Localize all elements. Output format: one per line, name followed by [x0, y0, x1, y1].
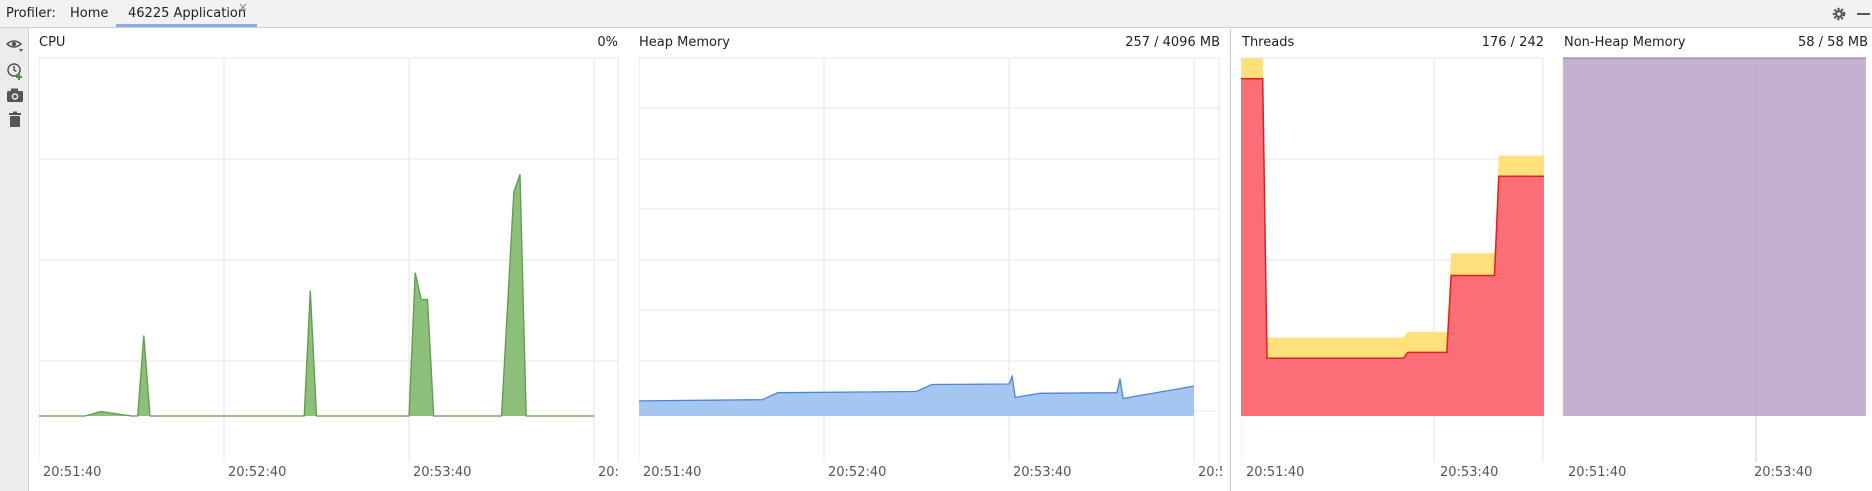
clock-add-icon[interactable] [5, 61, 25, 81]
threads-time-tick: 20:51:40 [1246, 465, 1305, 480]
minimize-icon[interactable] [1857, 13, 1870, 15]
cpu-time-tick: 20:52:40 [228, 465, 287, 480]
tab-application-label: 46225 Application [128, 6, 247, 21]
cpu-time-tick: 20:51:40 [43, 465, 102, 480]
nonheap-grid [1563, 57, 1866, 462]
active-tab-indicator [116, 24, 257, 27]
threads-chart [1241, 57, 1544, 462]
nonheap-usage-value: 58 / 58 MB [1798, 35, 1868, 50]
threads-live-area [1241, 78, 1544, 416]
cpu-usage-line [39, 174, 594, 417]
threads-live-line [1241, 77, 1544, 360]
threads-time-tick: 20:53:40 [1440, 465, 1499, 480]
close-tab-icon[interactable]: × [238, 0, 249, 14]
heap-usage-line [639, 373, 1195, 402]
nonheap-usage-area [1563, 58, 1866, 416]
tab-home[interactable]: Home [70, 6, 109, 21]
cpu-usage-value: 0% [597, 35, 618, 50]
heap-usage-area [639, 376, 1194, 416]
heap-time-tick: 20:52:40 [828, 465, 887, 480]
heap-usage-value: 257 / 4096 MB [1125, 35, 1220, 50]
nonheap-time-tick: 20:53:40 [1754, 465, 1813, 480]
heap-time-tick: 20:53:40 [1013, 465, 1072, 480]
cpu-chart [39, 57, 619, 462]
cpu-usage-area [39, 174, 594, 416]
trash-icon[interactable] [5, 109, 25, 129]
nonheap-panel-title: Non-Heap Memory [1564, 35, 1686, 50]
heap-time-tick: 20:54 [1198, 465, 1222, 480]
profiler-tab-bar: Profiler: Home 46225 Application × [0, 0, 1872, 28]
camera-icon[interactable] [5, 85, 25, 105]
tab-application[interactable]: 46225 Application [116, 0, 257, 28]
cpu-panel-title: CPU [39, 35, 66, 50]
eye-icon[interactable] [5, 35, 25, 55]
threads-panel-title: Threads [1242, 35, 1295, 50]
heap-chart [639, 57, 1220, 462]
cpu-time-tick: 20:53:40 [413, 465, 472, 480]
heap-panel-title: Heap Memory [639, 35, 730, 50]
profiler-label: Profiler: [6, 6, 56, 21]
cpu-time-tick: 20:54 [598, 465, 620, 480]
nonheap-chart [1563, 57, 1866, 462]
panel-divider [1230, 29, 1231, 491]
threads-count-value: 176 / 242 [1481, 35, 1544, 50]
gear-icon[interactable] [1830, 5, 1848, 23]
cpu-grid [39, 57, 619, 462]
profiler-toolbar [0, 28, 29, 491]
nonheap-time-tick: 20:51:40 [1568, 465, 1627, 480]
heap-time-tick: 20:51:40 [643, 465, 702, 480]
